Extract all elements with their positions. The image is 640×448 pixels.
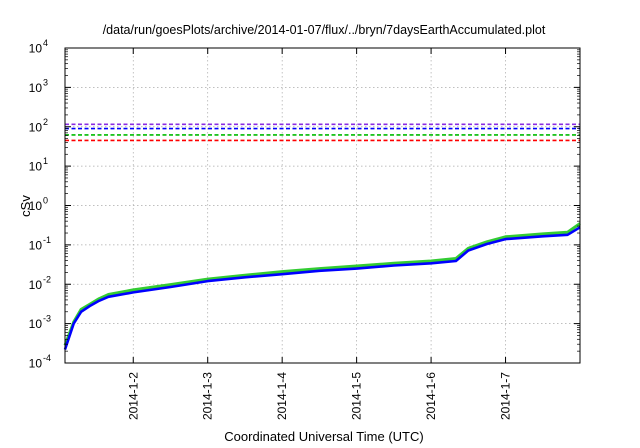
y-tick-base: 10 [29,357,43,371]
x-tick-label: 2014-1-4 [275,372,289,420]
y-tick-base: 10 [29,199,43,213]
y-tick-exponent: -4 [43,353,51,363]
y-tick-exponent: 2 [43,117,48,127]
y-tick-label: 10 [29,317,43,331]
y-tick-exponent: 4 [43,38,48,48]
y-tick-base: 10 [29,238,43,252]
x-tick-label: 2014-1-7 [499,372,513,420]
y-tick-exponent: 3 [43,77,48,87]
series-line [63,222,581,346]
x-tick-label: 2014-1-3 [201,372,215,420]
y-tick-exponent: 1 [43,156,48,166]
chart-title: /data/run/goesPlots/archive/2014-01-07/f… [103,23,546,37]
y-tick-label: 10 [29,199,43,213]
y-tick-exponent: -3 [43,314,51,324]
y-tick-label: 10 [29,278,43,292]
y-tick-exponent: -2 [43,274,51,284]
y-tick-label: 10 [29,160,43,174]
reference-lines [65,123,580,142]
y-tick-base: 10 [29,42,43,56]
x-tick-label: 2014-1-5 [350,372,364,420]
grid [65,48,580,363]
y-tick-exponent: -1 [43,235,51,245]
y-axis-label: cSv [18,195,33,217]
y-tick-base: 10 [29,120,43,134]
y-tick-base: 10 [29,317,43,331]
y-tick-base: 10 [29,81,43,95]
y-tick-label: 10 [29,42,43,56]
y-tick-label: 10 [29,81,43,95]
y-tick-label: 10 [29,238,43,252]
y-tick-label: 10 [29,357,43,371]
x-tick-label: 2014-1-6 [424,372,438,420]
x-axis: 2014-1-2 2014-1-3 2014-1-4 2014-1-5 2014-1-6… [126,48,513,420]
y-tick-base: 10 [29,278,43,292]
y-tick-base: 10 [29,160,43,174]
y-tick-label: 10 [29,120,43,134]
x-axis-label: Coordinated Universal Time (UTC) [224,429,423,444]
x-tick-label: 2014-1-2 [126,372,140,420]
y-tick-exponent: 0 [43,196,48,206]
series-line [63,226,581,350]
series-lines [63,222,581,350]
